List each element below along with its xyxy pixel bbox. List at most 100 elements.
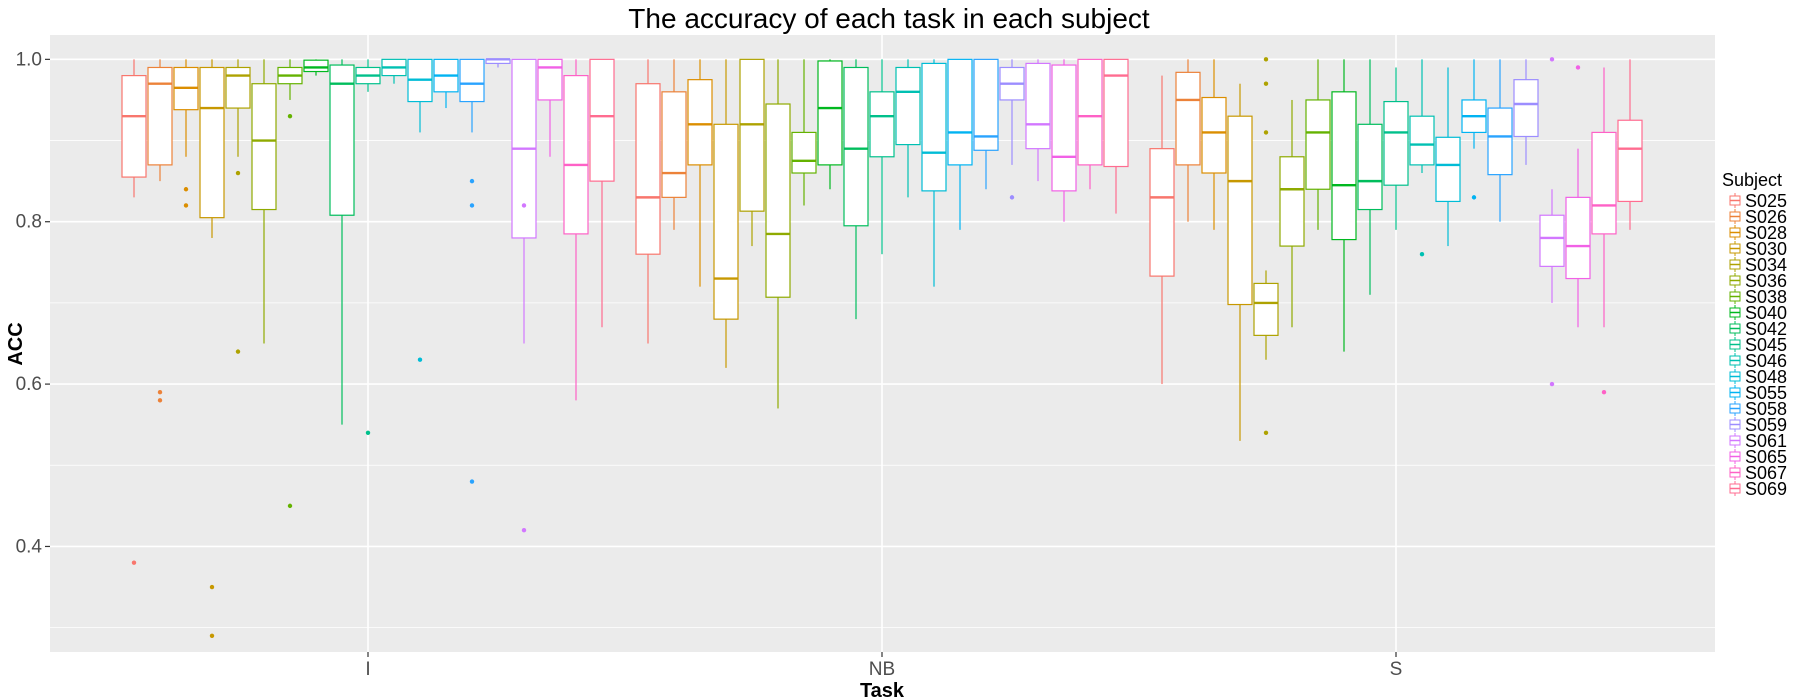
box-iqr: [1513, 79, 1539, 138]
box-s025-nb: [635, 59, 661, 344]
box-s055-s: [1461, 59, 1487, 200]
outlier-point: [235, 170, 241, 176]
box-iqr: [869, 91, 895, 158]
legend-key-s025: [1729, 193, 1741, 208]
box-iqr: [635, 83, 661, 255]
box-iqr: [947, 58, 973, 166]
box-s059-i: [485, 58, 511, 68]
legend-key-s059: [1729, 417, 1741, 432]
box-s028-nb: [687, 59, 713, 287]
legend-key-s040: [1729, 305, 1741, 320]
y-axis: 0.4 0.6 0.8 1.0: [16, 49, 50, 557]
box-s061-i: [511, 58, 537, 533]
outlier-point: [417, 357, 423, 362]
x-axis-title: Task: [860, 680, 905, 700]
box-iqr: [537, 58, 563, 101]
box-iqr: [1331, 91, 1357, 241]
outlier-point: [183, 187, 189, 192]
box-iqr: [1409, 115, 1435, 166]
box-iqr: [251, 83, 277, 211]
legend-label: S055: [1745, 383, 1787, 403]
box-iqr: [1487, 107, 1513, 176]
box-iqr: [121, 74, 147, 178]
outlier-point: [521, 203, 527, 208]
outlier-point: [469, 203, 475, 208]
legend-label: S038: [1745, 287, 1787, 307]
legend-label: S028: [1745, 223, 1787, 243]
legend-label: S034: [1745, 255, 1787, 275]
box-s046-nb: [895, 59, 921, 198]
legend-key-s026: [1729, 209, 1741, 224]
box-s069-nb: [1103, 58, 1129, 214]
y-tick-label: 0.4: [16, 536, 43, 557]
box-s061-s: [1539, 57, 1565, 387]
box-s034-nb: [739, 58, 765, 247]
box-s030-nb: [713, 59, 739, 368]
legend-label: S069: [1745, 479, 1787, 499]
box-s067-nb: [1077, 58, 1103, 190]
legend-key-s028: [1729, 225, 1741, 240]
box-s030-i: [199, 59, 225, 638]
box-iqr: [687, 79, 713, 166]
legend-label: S048: [1745, 367, 1787, 387]
box-s036-i: [251, 59, 277, 344]
box-s048-s: [1435, 67, 1461, 247]
box-iqr: [1591, 131, 1617, 235]
x-tick-label: S: [1390, 659, 1403, 680]
box-iqr: [1435, 136, 1461, 203]
box-s040-i: [303, 59, 329, 76]
outlier-point: [131, 560, 137, 565]
legend-label: S036: [1745, 271, 1787, 291]
box-s067-i: [563, 59, 589, 401]
outlier-point: [1471, 195, 1477, 200]
box-groups: [121, 57, 1643, 638]
box-iqr: [791, 131, 817, 174]
legend-key-s048: [1729, 369, 1741, 384]
box-s030-s: [1227, 83, 1253, 441]
box-s058-nb: [973, 58, 999, 190]
y-tick-label: 0.8: [16, 212, 42, 233]
box-s055-i: [433, 58, 459, 109]
box-iqr: [1077, 58, 1103, 166]
outlier-point: [209, 633, 215, 638]
outlier-point: [521, 528, 527, 533]
box-s038-i: [277, 59, 303, 509]
box-iqr: [199, 66, 225, 219]
box-iqr: [1149, 148, 1175, 277]
legend-label: S046: [1745, 351, 1787, 371]
box-iqr: [895, 66, 921, 146]
x-tick-label: NB: [869, 659, 895, 680]
legend-key-s036: [1729, 273, 1741, 288]
box-iqr: [1305, 99, 1331, 190]
outlier-point: [1575, 65, 1581, 70]
box-s034-s: [1253, 57, 1279, 436]
legend-key-s042: [1729, 321, 1741, 336]
box-s058-i: [459, 58, 485, 484]
y-axis-title: ACC: [5, 322, 27, 365]
legend-key-s030: [1729, 241, 1741, 256]
box-iqr: [921, 62, 947, 192]
legend-label: S042: [1745, 319, 1787, 339]
chart-title: The accuracy of each task in each subjec…: [628, 3, 1150, 34]
box-s036-s: [1279, 99, 1305, 328]
outlier-point: [1549, 57, 1555, 62]
outlier-point: [1009, 195, 1015, 200]
box-iqr: [1617, 119, 1643, 203]
y-tick-label: 0.6: [16, 374, 42, 395]
legend-label: S040: [1745, 303, 1787, 323]
legend-label: S061: [1745, 431, 1787, 451]
legend-label: S059: [1745, 415, 1787, 435]
box-s038-nb: [791, 59, 817, 206]
legend-key-s034: [1729, 257, 1741, 272]
outlier-point: [1263, 130, 1269, 135]
box-iqr: [661, 91, 687, 198]
box-iqr: [1539, 214, 1565, 267]
box-iqr: [1025, 62, 1051, 150]
legend-key-s046: [1729, 353, 1741, 368]
box-iqr: [1051, 64, 1077, 192]
legend: Subject S025S026S028S030S034S036S038S040…: [1722, 170, 1787, 499]
outlier-point: [157, 390, 163, 395]
x-axis: I NB S: [365, 652, 1402, 680]
box-s026-i: [147, 59, 173, 403]
